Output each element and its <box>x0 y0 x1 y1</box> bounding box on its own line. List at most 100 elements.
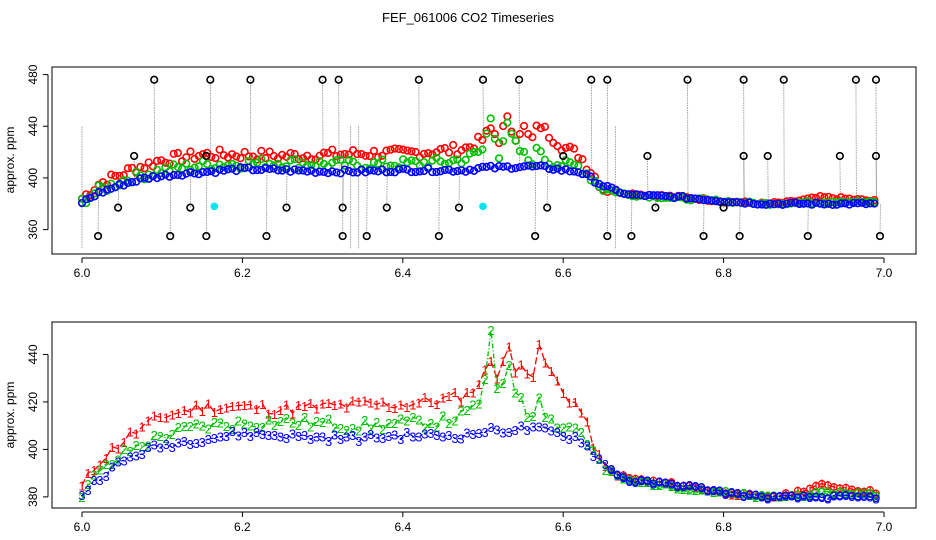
spike-line <box>546 167 549 208</box>
series-2-marker: 2 <box>578 425 585 440</box>
series-2-marker: 2 <box>475 397 482 412</box>
series-1-point <box>215 145 224 154</box>
series-3-marker: 3 <box>403 425 410 440</box>
series-2-point <box>536 147 545 156</box>
series-2-point <box>286 156 295 165</box>
series-1-marker: 1 <box>301 399 308 414</box>
spike-line <box>97 193 99 237</box>
series-1-marker: 1 <box>872 486 879 501</box>
series-2-point <box>503 118 512 127</box>
series-1-marker: 1 <box>806 481 813 496</box>
series-3-point <box>311 168 320 177</box>
series-1-marker: 1 <box>409 398 416 413</box>
outlier-point <box>113 203 123 212</box>
series-2-marker: 2 <box>223 419 230 434</box>
series-1-point <box>232 152 241 161</box>
series-3-marker: 3 <box>271 428 278 443</box>
series-2-point <box>549 163 558 172</box>
series-3-point <box>440 165 449 175</box>
series-3-point <box>657 191 666 200</box>
series-2-marker: 2 <box>644 475 651 490</box>
series-1-marker: 1 <box>415 395 422 410</box>
series-3-point <box>236 163 245 172</box>
series-1-marker: 1 <box>307 396 314 411</box>
series-3-marker: 3 <box>722 487 729 502</box>
series-1-point <box>565 142 575 151</box>
series-3-marker: 3 <box>668 477 675 492</box>
series-3-marker: 3 <box>349 428 356 443</box>
series-3-point <box>499 162 508 171</box>
series-3-marker: 3 <box>307 432 314 447</box>
series-2-marker: 2 <box>758 488 765 503</box>
series-3-marker: 3 <box>493 423 500 438</box>
series-1-marker: 1 <box>608 464 615 479</box>
series-3-point <box>763 494 772 503</box>
outlier-point <box>851 75 861 84</box>
series-1-marker: 1 <box>235 399 242 414</box>
series-2-marker: 2 <box>253 420 260 435</box>
series-3-point <box>449 167 458 176</box>
series-3-point <box>478 162 487 172</box>
series-3-point <box>307 166 316 175</box>
series-3-marker: 3 <box>475 426 482 441</box>
series-2-marker: 2 <box>656 478 663 493</box>
series-3-marker: 3 <box>692 479 699 494</box>
series-3-point <box>674 192 683 201</box>
series-2-marker: 2 <box>307 419 314 434</box>
series-3-point <box>574 168 583 177</box>
series-1-marker: 1 <box>499 354 506 369</box>
series-3-point <box>870 199 879 208</box>
series-3-point <box>640 191 650 201</box>
series-1-marker: 1 <box>427 395 434 410</box>
series-3-point <box>394 165 404 174</box>
spike-line <box>839 155 841 204</box>
series-3-marker: 3 <box>511 423 518 438</box>
series-3-point <box>86 193 95 203</box>
series-2-marker: 2 <box>722 484 729 499</box>
series-3-marker: 3 <box>78 488 85 503</box>
series-3-point <box>240 163 249 172</box>
series-1-point <box>378 151 387 160</box>
series-3-point <box>152 174 162 183</box>
series-1-point <box>211 153 220 163</box>
series-2-marker: 2 <box>409 410 416 425</box>
series-2-marker: 2 <box>632 474 639 489</box>
series-1-point <box>236 154 245 163</box>
series-2-marker: 2 <box>812 485 819 500</box>
series-2-point <box>90 189 99 198</box>
series-2-marker: 2 <box>90 467 97 482</box>
series-2-marker: 2 <box>481 372 488 387</box>
series-2-marker: 2 <box>584 437 591 452</box>
series-1-point <box>536 124 545 133</box>
outlier-point <box>871 75 881 84</box>
series-1-marker: 1 <box>277 403 284 418</box>
series-3-point <box>107 184 116 193</box>
series-2-point <box>449 156 458 165</box>
series-1-point <box>307 155 316 164</box>
series-1-marker: 1 <box>692 480 699 495</box>
series-3-point <box>148 172 157 181</box>
series-1-point <box>540 122 550 131</box>
series-3-point <box>624 190 633 199</box>
bottom-y-axis-label: approx. ppm <box>3 382 17 449</box>
series-3-point <box>369 166 379 175</box>
series-3-marker: 3 <box>451 431 458 446</box>
series-3-marker: 3 <box>187 437 194 452</box>
series-2-marker: 2 <box>319 415 326 430</box>
series-3-point <box>344 166 354 176</box>
series-2-point <box>257 154 266 164</box>
series-1-point <box>553 142 562 151</box>
spike-line <box>767 155 769 204</box>
series-3-marker: 3 <box>217 430 224 445</box>
series-2-marker: 2 <box>301 410 308 425</box>
series-3-marker: 3 <box>818 490 825 505</box>
series-1-marker: 1 <box>169 407 176 422</box>
series-3-marker: 3 <box>710 483 717 498</box>
series-3-point <box>757 200 766 209</box>
spike-line <box>342 171 344 208</box>
series-2-marker: 2 <box>523 410 530 425</box>
series-1-marker: 1 <box>175 406 182 421</box>
series-2-point <box>290 155 299 164</box>
series-3-marker: 3 <box>223 429 230 444</box>
series-1-marker: 1 <box>830 480 837 495</box>
